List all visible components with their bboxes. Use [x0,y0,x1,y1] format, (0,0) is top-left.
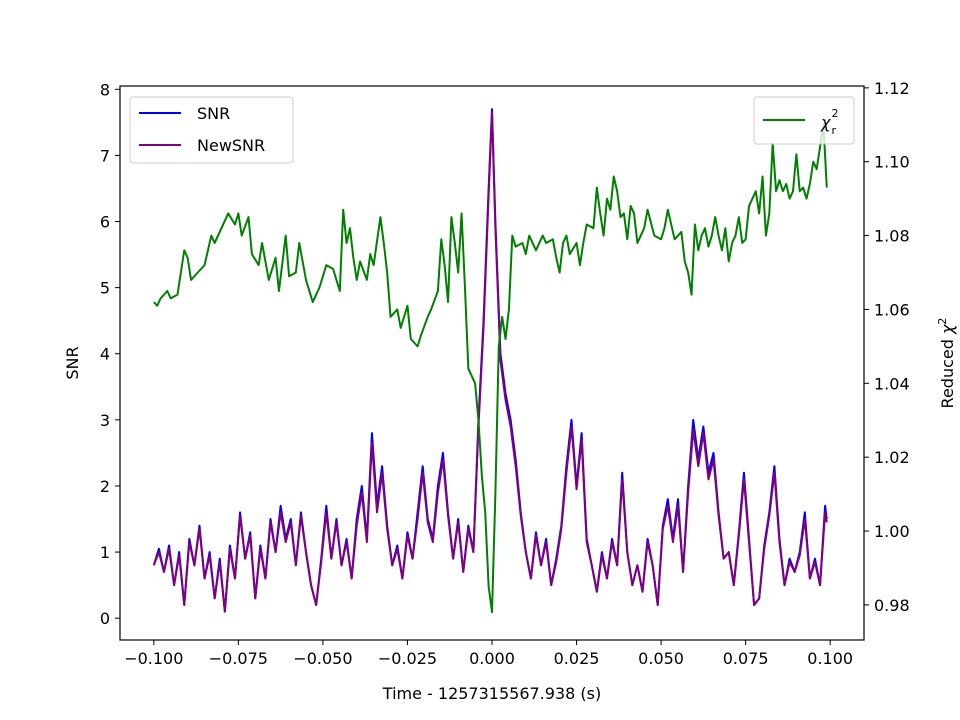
y-axis-right-label-symbol: χ [938,324,957,335]
y-right-tick-label: 1.02 [874,448,910,467]
legend-right: χ2 r [753,96,855,145]
x-tick-label: 0.050 [638,649,684,668]
y-right-tick-label: 1.00 [874,522,910,541]
series-line-chi2 [153,123,828,614]
x-tick-label: −0.050 [293,649,352,668]
legend-chi-sub: r [831,124,836,137]
legend-chi-sup: 2 [831,107,838,120]
x-tick-label: 0.075 [723,649,769,668]
y-axis-left-label: SNR [63,346,82,379]
y-left-tick-label: 0 [100,609,110,628]
y-left-tick-label: 7 [100,146,110,165]
y-left-tick-label: 8 [100,80,110,99]
y-right-tick-label: 1.06 [874,300,910,319]
series-layer [152,108,828,614]
y-right-tick-label: 1.12 [874,79,910,98]
y-right-tick-label: 0.98 [874,596,910,615]
legend-chi-symbol: χ [820,113,831,132]
x-tick-label: −0.025 [378,649,437,668]
legend-left: SNR NewSNR [129,96,294,164]
y-left-tick-label: 5 [100,279,110,298]
x-tick-label: −0.100 [124,649,183,668]
x-tick-label: 0.100 [807,649,853,668]
x-tick-label: 0.000 [469,649,515,668]
x-axis: −0.100 −0.075 −0.050 −0.025 0.000 0.025 0.050 0… [124,640,853,668]
legend-label-newsnr: NewSNR [197,136,265,155]
legend-label-chi2: χ2 r [820,107,838,137]
x-axis-label: Time - 1257315567.938 (s) [382,684,601,703]
x-tick-label: 0.025 [554,649,600,668]
y-left-tick-label: 1 [100,543,110,562]
y-right-tick-label: 1.08 [874,227,910,246]
y-left-tick-label: 6 [100,213,110,232]
legend-label-snr: SNR [197,104,230,123]
x-tick-label: −0.075 [209,649,268,668]
y-right-tick-label: 1.04 [874,374,910,393]
y-left-tick-label: 4 [100,345,110,364]
y-axis-right-label: Reduced χ2 [936,318,957,409]
y-axis-left: 0 1 2 3 4 5 6 7 8 [100,80,120,628]
y-axis-right-label-sup: 2 [936,318,949,325]
y-left-tick-label: 2 [100,477,110,496]
series-line-newsnr [152,111,828,613]
y-right-tick-label: 1.10 [874,153,910,172]
y-axis-right-label-prefix: Reduced [938,334,957,408]
y-axis-right: 0.98 1.00 1.02 1.04 1.06 1.08 1.10 1.12 [864,79,910,615]
y-left-tick-label: 3 [100,411,110,430]
